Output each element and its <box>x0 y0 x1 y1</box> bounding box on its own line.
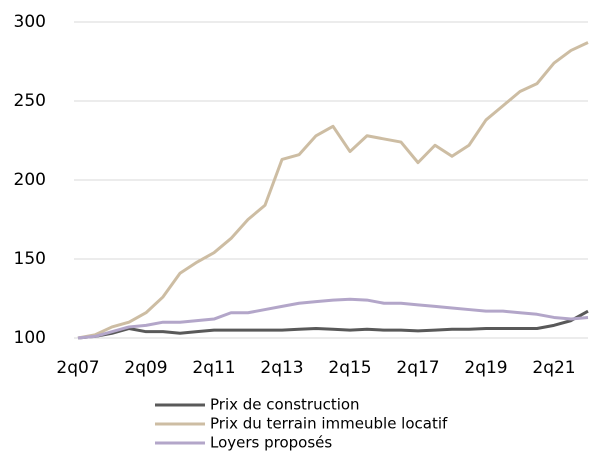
x-tick-label: 2q21 <box>532 358 575 378</box>
x-tick-label: 2q19 <box>464 358 507 378</box>
y-tick-label: 150 <box>14 249 46 269</box>
x-tick-label: 2q17 <box>396 358 439 378</box>
x-tick-label: 2q15 <box>328 358 371 378</box>
x-tick-label: 2q07 <box>56 358 99 378</box>
y-tick-label: 250 <box>14 91 46 111</box>
x-tick-label: 2q09 <box>124 358 167 378</box>
legend-label: Loyers proposés <box>210 434 332 452</box>
y-tick-label: 300 <box>14 12 46 32</box>
x-tick-label: 2q13 <box>260 358 303 378</box>
y-tick-label: 200 <box>14 170 46 190</box>
line-series <box>77 309 589 340</box>
legend-label: Prix de construction <box>210 396 360 414</box>
y-tick-label: 100 <box>14 328 46 348</box>
x-tick-label: 2q11 <box>192 358 235 378</box>
line-series <box>77 41 589 340</box>
legend-label: Prix du terrain immeuble locatif <box>210 415 448 433</box>
line-series <box>77 297 589 340</box>
